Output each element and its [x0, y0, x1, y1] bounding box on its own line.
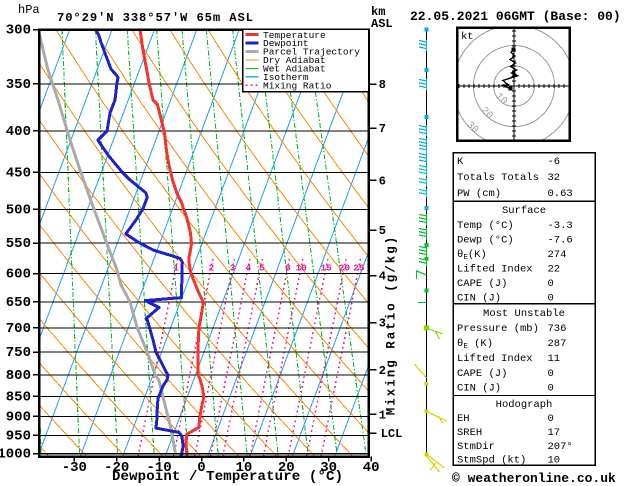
svg-text:8: 8 — [285, 263, 291, 274]
svg-text:700: 700 — [6, 321, 31, 337]
svg-text:PW (cm): PW (cm) — [457, 188, 501, 200]
svg-text:0: 0 — [548, 413, 554, 425]
svg-text:4: 4 — [379, 270, 386, 284]
svg-text:10: 10 — [548, 455, 561, 467]
svg-text:22.05.2021 06GMT (Base: 00): 22.05.2021 06GMT (Base: 00) — [410, 9, 621, 24]
svg-text:-10: -10 — [146, 460, 171, 476]
svg-text:θE (K): θE (K) — [457, 338, 493, 351]
svg-text:kt: kt — [461, 31, 474, 43]
svg-text:Wet Adiabat: Wet Adiabat — [263, 64, 326, 75]
svg-text:CAPE (J): CAPE (J) — [457, 278, 507, 290]
svg-text:900: 900 — [6, 409, 31, 425]
svg-text:Parcel Trajectory: Parcel Trajectory — [263, 47, 360, 58]
svg-text:20: 20 — [278, 460, 295, 476]
svg-text:22: 22 — [548, 264, 561, 276]
svg-text:850: 850 — [6, 389, 31, 405]
svg-text:ASL: ASL — [371, 17, 393, 31]
svg-text:3: 3 — [230, 263, 236, 274]
svg-text:2: 2 — [209, 263, 215, 274]
svg-text:Dewpoint: Dewpoint — [263, 38, 309, 49]
svg-text:km: km — [371, 5, 385, 19]
svg-text:600: 600 — [6, 267, 31, 283]
svg-text:Isotherm: Isotherm — [263, 72, 309, 83]
svg-text:5: 5 — [379, 224, 386, 238]
svg-text:10: 10 — [295, 263, 307, 274]
svg-text:Lifted Index: Lifted Index — [457, 264, 533, 276]
svg-text:30: 30 — [320, 460, 337, 476]
svg-text:650: 650 — [6, 295, 31, 311]
svg-text:-3.3: -3.3 — [548, 220, 573, 232]
svg-text:7: 7 — [379, 122, 386, 136]
svg-text:500: 500 — [6, 202, 31, 218]
svg-text:15: 15 — [320, 263, 332, 274]
svg-text:CIN (J): CIN (J) — [457, 293, 501, 305]
svg-text:400: 400 — [6, 124, 31, 140]
svg-text:10: 10 — [235, 460, 252, 476]
svg-text:0.63: 0.63 — [548, 188, 573, 200]
svg-text:Mixing Ratio (g/kg): Mixing Ratio (g/kg) — [385, 235, 399, 416]
svg-text:30: 30 — [464, 120, 480, 136]
svg-text:287: 287 — [548, 338, 567, 350]
svg-text:Most Unstable: Most Unstable — [483, 308, 565, 320]
svg-text:736: 736 — [548, 323, 567, 335]
svg-text:750: 750 — [6, 345, 31, 361]
svg-text:-20: -20 — [104, 460, 129, 476]
svg-text:300: 300 — [6, 23, 31, 39]
svg-text:Totals Totals: Totals Totals — [457, 172, 539, 184]
svg-text:hPa: hPa — [18, 3, 40, 17]
svg-text:450: 450 — [6, 165, 31, 181]
svg-text:Temperature: Temperature — [263, 30, 326, 41]
svg-text:Mixing Ratio: Mixing Ratio — [263, 81, 332, 92]
svg-text:Dry Adiabat: Dry Adiabat — [263, 55, 326, 66]
svg-text:CIN (J): CIN (J) — [457, 383, 501, 395]
svg-text:350: 350 — [6, 77, 31, 93]
svg-text:LCL: LCL — [381, 427, 403, 441]
svg-text:Lifted Index: Lifted Index — [457, 353, 533, 365]
svg-text:1: 1 — [379, 408, 386, 422]
svg-text:20: 20 — [339, 263, 351, 274]
svg-text:Temp (°C): Temp (°C) — [457, 220, 514, 232]
svg-text:6: 6 — [379, 174, 386, 188]
svg-text:SREH: SREH — [457, 427, 482, 439]
svg-text:207°: 207° — [548, 441, 573, 453]
svg-text:11: 11 — [548, 353, 561, 365]
svg-text:2: 2 — [379, 364, 386, 378]
svg-text:274: 274 — [548, 249, 567, 261]
svg-text:StmSpd (kt): StmSpd (kt) — [457, 455, 526, 467]
svg-text:70°29'N 338°57'W 65m ASL: 70°29'N 338°57'W 65m ASL — [57, 11, 253, 25]
svg-text:17: 17 — [548, 427, 561, 439]
svg-text:K: K — [457, 156, 464, 168]
svg-text:-30: -30 — [62, 460, 87, 476]
svg-text:θE(K): θE(K) — [457, 249, 487, 262]
svg-text:5: 5 — [259, 263, 265, 274]
svg-text:© weatheronline.co.uk: © weatheronline.co.uk — [452, 471, 616, 486]
svg-text:0: 0 — [548, 368, 554, 380]
svg-text:0: 0 — [197, 460, 205, 476]
svg-text:Hodograph: Hodograph — [496, 399, 553, 411]
svg-text:StmDir: StmDir — [457, 441, 495, 453]
svg-text:3: 3 — [379, 317, 386, 331]
svg-text:Dewpoint / Temperature (°C): Dewpoint / Temperature (°C) — [112, 469, 343, 485]
svg-text:950: 950 — [6, 428, 31, 444]
svg-text:8: 8 — [379, 78, 386, 92]
svg-text:0: 0 — [548, 383, 554, 395]
svg-text:550: 550 — [6, 236, 31, 252]
svg-text:Surface: Surface — [502, 205, 546, 217]
svg-text:0: 0 — [548, 293, 554, 305]
svg-text:CAPE (J): CAPE (J) — [457, 368, 507, 380]
svg-text:1000: 1000 — [0, 447, 31, 463]
svg-text:-6: -6 — [548, 156, 561, 168]
svg-text:Dewp (°C): Dewp (°C) — [457, 235, 514, 247]
svg-text:20: 20 — [478, 106, 494, 122]
svg-text:32: 32 — [548, 172, 561, 184]
svg-text:4: 4 — [245, 263, 251, 274]
svg-text:EH: EH — [457, 413, 470, 425]
svg-text:1: 1 — [173, 263, 179, 274]
svg-text:40: 40 — [363, 460, 380, 476]
svg-text:Pressure (mb): Pressure (mb) — [457, 323, 539, 335]
svg-text:0: 0 — [548, 278, 554, 290]
svg-text:800: 800 — [6, 368, 31, 384]
svg-text:25: 25 — [353, 263, 365, 274]
svg-text:-7.6: -7.6 — [548, 235, 573, 247]
